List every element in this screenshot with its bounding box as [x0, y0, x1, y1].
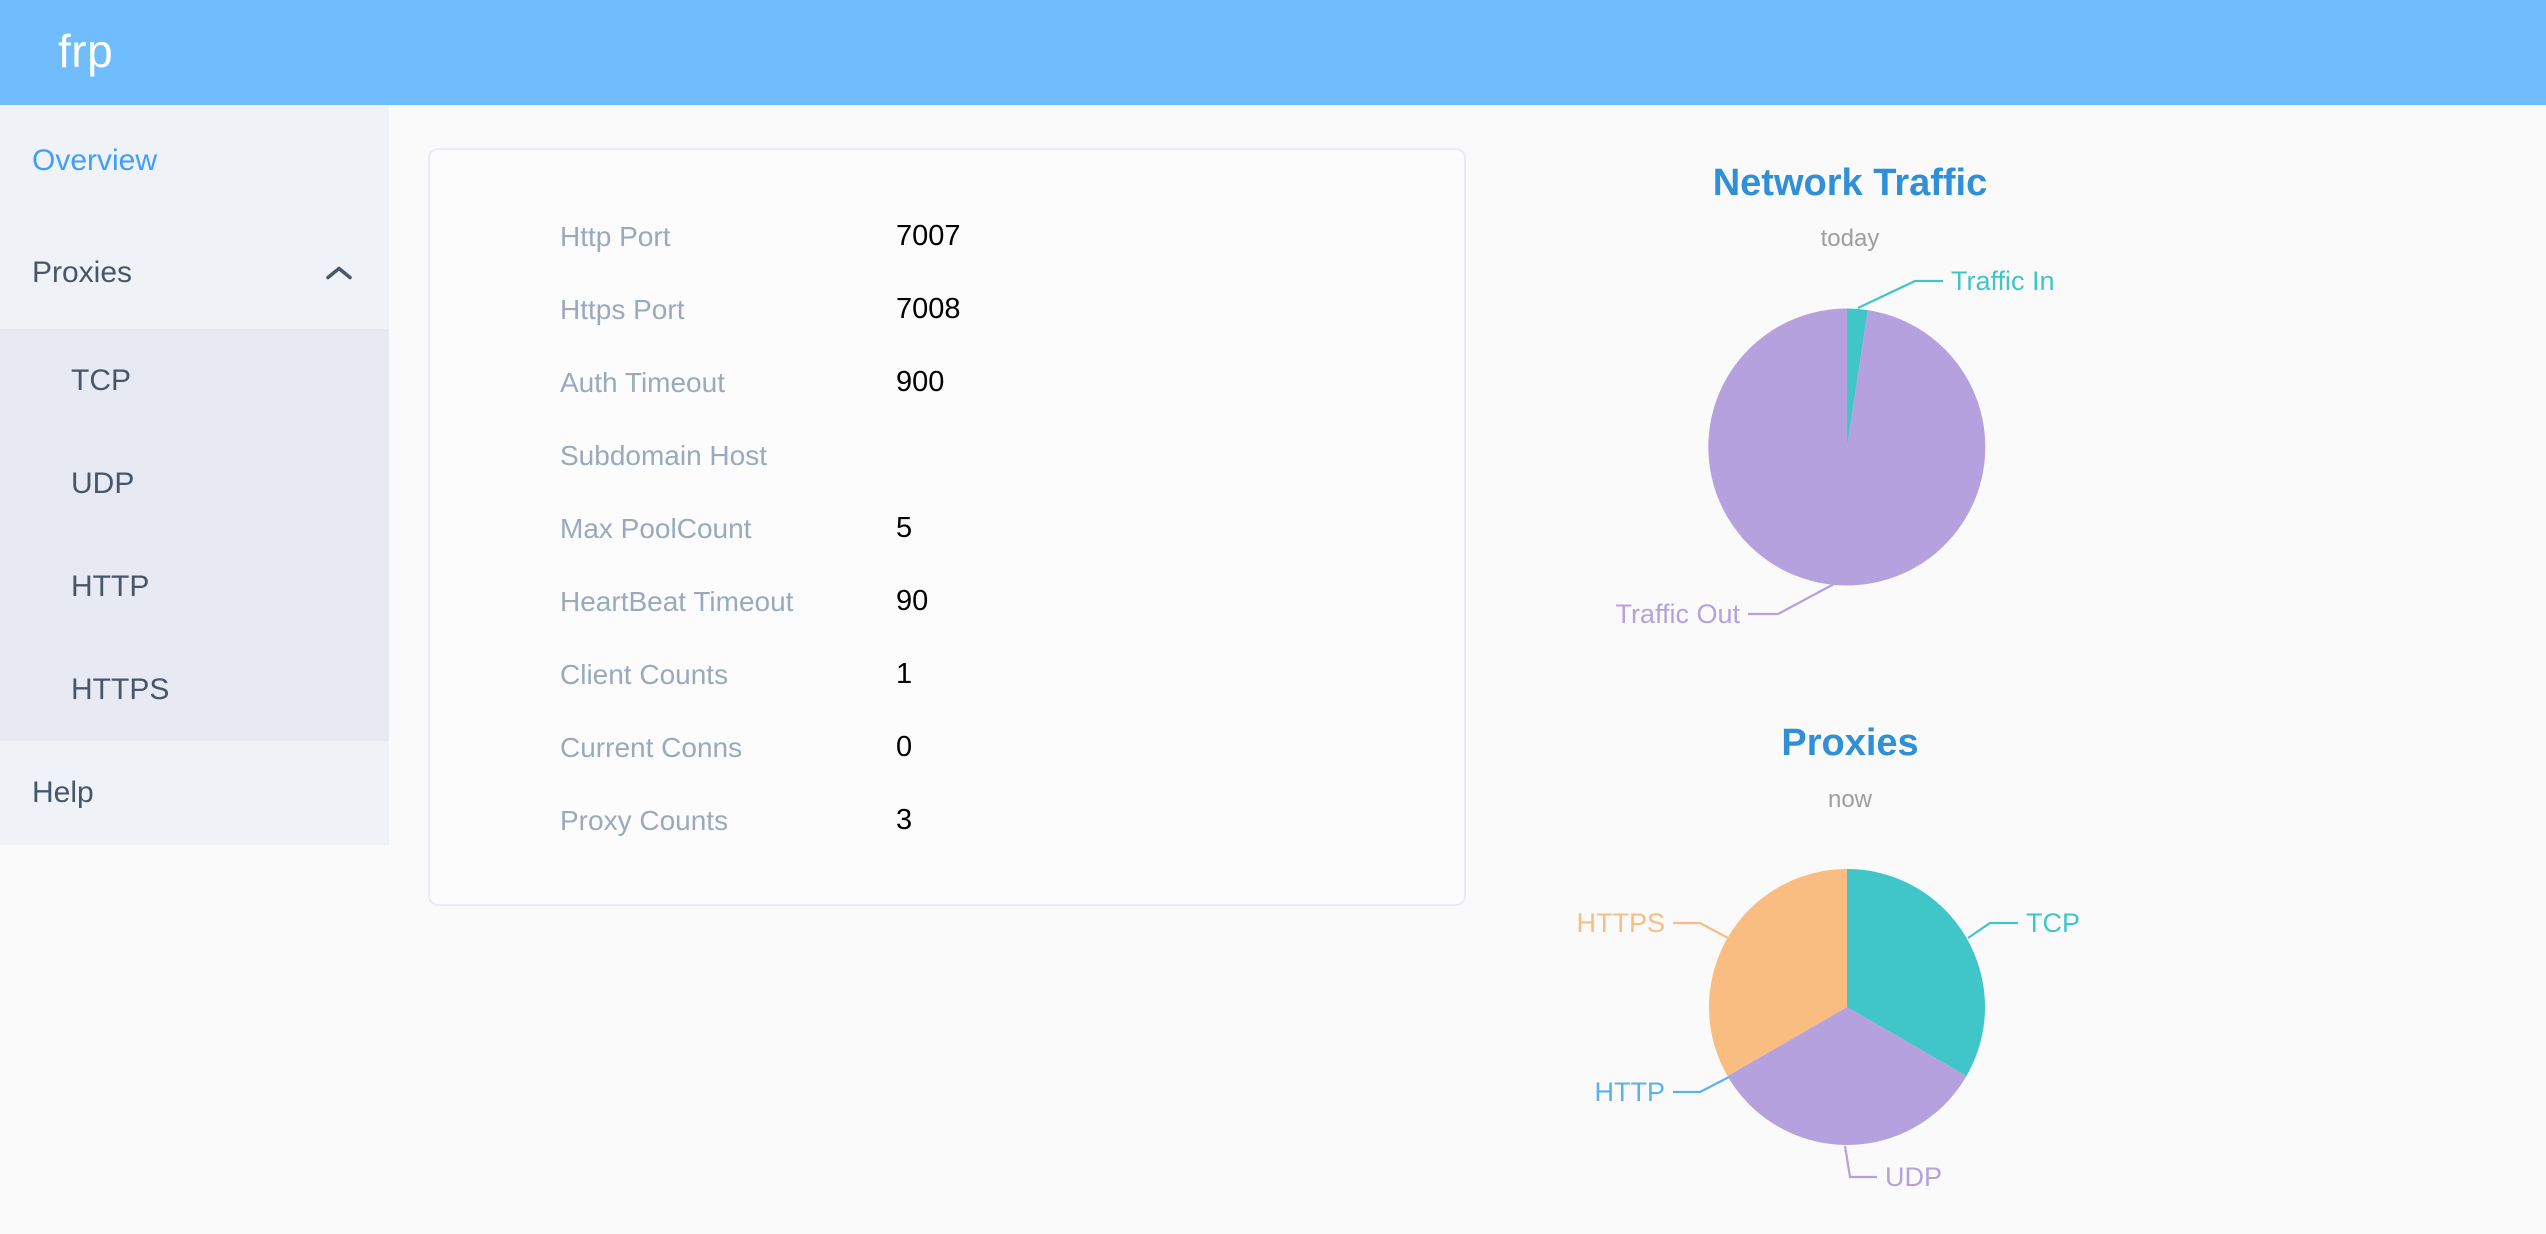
info-label: Current Conns	[560, 731, 743, 763]
info-value: 900	[896, 366, 945, 398]
sidebar-item-https-label: HTTPS	[71, 672, 170, 706]
sidebar-item-https[interactable]: HTTPS	[0, 638, 389, 741]
pie-slice-tcp[interactable]	[1847, 869, 1985, 1076]
info-value: 7007	[896, 220, 961, 252]
pie-label-https: HTTPS	[1576, 908, 1665, 938]
pie-label-traffic-out: Traffic Out	[1615, 599, 1740, 629]
pie-slice-traffic-in[interactable]	[1847, 308, 1868, 448]
pie-label-line-traffic-in	[1857, 279, 1943, 309]
app-logo: frp	[58, 25, 114, 77]
sidebar: Overview Proxies TCP UDP HTTP HTTPS Help	[0, 105, 389, 845]
server-info-card: Http Port 7007 Https Port 7008 Auth Time…	[428, 148, 1466, 906]
network-traffic-pie: Traffic In Traffic Out	[1615, 266, 2055, 629]
pie-slice-https[interactable]	[1709, 869, 1847, 1076]
sidebar-item-help[interactable]: Help	[0, 741, 389, 845]
sidebar-item-http-label: HTTP	[71, 569, 150, 603]
info-row-current-conns: Current Conns 0	[430, 711, 1464, 784]
sidebar-item-proxies[interactable]: Proxies	[0, 217, 389, 329]
network-traffic-subtitle: today	[1820, 225, 1880, 252]
sidebar-item-udp-label: UDP	[71, 466, 135, 500]
info-label: Auth Timeout	[560, 366, 725, 398]
pie-slice-traffic-out[interactable]	[1708, 308, 1986, 586]
chevron-up-icon	[326, 266, 352, 280]
pie-label-udp: UDP	[1885, 1162, 1942, 1192]
info-row-https-port: Https Port 7008	[430, 273, 1464, 346]
network-traffic-title: Network Traffic	[1712, 162, 1988, 204]
info-label: Client Counts	[560, 658, 729, 690]
sidebar-item-http[interactable]: HTTP	[0, 535, 389, 638]
sidebar-item-overview-label: Overview	[32, 144, 158, 177]
info-value: 3	[896, 804, 913, 836]
pie-label-traffic-in: Traffic In	[1951, 266, 2055, 296]
pie-label-line-https	[1673, 921, 1729, 939]
sidebar-item-udp[interactable]: UDP	[0, 432, 389, 535]
info-row-auth-timeout: Auth Timeout 900	[430, 346, 1464, 419]
pie-label-http: HTTP	[1595, 1077, 1666, 1107]
info-value: 1	[896, 658, 913, 690]
info-row-http-port: Http Port 7007	[430, 200, 1464, 273]
proxies-chart-subtitle: now	[1827, 786, 1873, 813]
info-value: 0	[896, 731, 913, 763]
info-label: Max PoolCount	[560, 512, 752, 544]
pie-slice-udp[interactable]	[1727, 1007, 1967, 1145]
pie-label-line-http	[1673, 1076, 1730, 1094]
pie-label-line-udp	[1843, 1145, 1877, 1179]
info-row-max-poolcount: Max PoolCount 5	[430, 492, 1464, 565]
sidebar-item-tcp[interactable]: TCP	[0, 329, 389, 432]
info-row-heartbeat-timeout: HeartBeat Timeout 90	[430, 565, 1464, 638]
sidebar-item-proxies-label: Proxies	[32, 256, 133, 289]
proxies-chart-title: Proxies	[1781, 722, 1919, 764]
info-value: 7008	[896, 293, 961, 325]
info-label: Subdomain Host	[560, 439, 768, 471]
info-label: Proxy Counts	[560, 804, 729, 836]
app-header: frp	[0, 0, 2546, 105]
info-label: HeartBeat Timeout	[560, 585, 794, 617]
sidebar-item-overview[interactable]: Overview	[0, 105, 389, 217]
sidebar-item-tcp-label: TCP	[71, 363, 131, 397]
info-row-client-counts: Client Counts 1	[430, 638, 1464, 711]
info-value: 5	[896, 512, 913, 544]
pie-label-line-traffic-out	[1748, 583, 1835, 616]
info-label: Http Port	[560, 220, 671, 252]
info-row-subdomain-host: Subdomain Host	[430, 419, 1464, 492]
proxies-submenu: TCP UDP HTTP HTTPS	[0, 329, 389, 741]
info-value: 90	[896, 585, 929, 617]
info-row-proxy-counts: Proxy Counts 3	[430, 784, 1464, 857]
pie-label-line-tcp	[1967, 921, 2018, 939]
info-label: Https Port	[560, 293, 685, 325]
sidebar-item-help-label: Help	[32, 776, 94, 809]
pie-label-tcp: TCP	[2026, 908, 2080, 938]
proxies-pie: TCP UDP HTTP HTTPS	[1576, 869, 2080, 1192]
